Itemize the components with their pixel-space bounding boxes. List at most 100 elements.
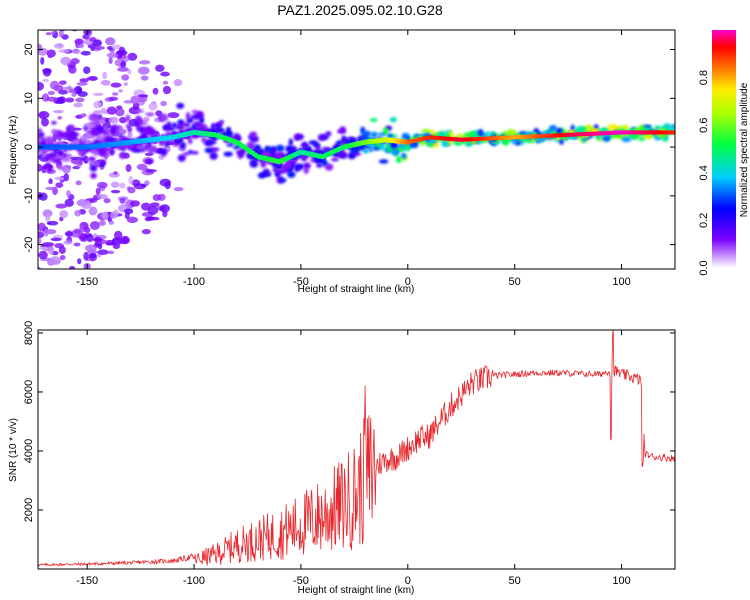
snr-panel: -150 -100 -50 0 50 100 2000 4000 6000 8000 Height… bbox=[8, 321, 676, 596]
spectrum-blob bbox=[60, 132, 70, 138]
spectrogram-marks bbox=[38, 6, 675, 269]
colorbar-tick-label: 0.8 bbox=[698, 70, 710, 85]
spectrum-noise-blob bbox=[50, 31, 56, 35]
spectrum-noise-blob bbox=[107, 250, 115, 255]
spectrum-noise-blob bbox=[162, 80, 169, 85]
spectrum-noise-blob bbox=[173, 187, 184, 192]
spectrum-noise-blob bbox=[41, 166, 47, 174]
spectrum-blob bbox=[136, 148, 147, 153]
spectrum-noise-blob bbox=[127, 52, 138, 61]
spectrum-blob bbox=[453, 142, 463, 146]
spectrum-noise-blob bbox=[46, 221, 52, 225]
x-tick-label: 50 bbox=[509, 575, 521, 587]
spectrum-blob bbox=[38, 128, 42, 134]
spectrum-noise-blob bbox=[43, 228, 49, 237]
spectrum-blob bbox=[621, 136, 632, 143]
spectrum-noise-blob bbox=[59, 26, 66, 30]
x-tick-label: -150 bbox=[76, 276, 98, 288]
spectrum-noise-blob bbox=[88, 252, 97, 259]
spectrum-noise-blob bbox=[89, 197, 98, 203]
spectrum-blob bbox=[188, 138, 193, 145]
spectrum-noise-blob bbox=[149, 202, 160, 208]
spectrum-noise-blob bbox=[42, 68, 52, 77]
spectrum-noise-blob bbox=[42, 209, 53, 218]
spectrum-noise-blob bbox=[73, 102, 84, 108]
spectrum-blob bbox=[46, 156, 56, 161]
spectrum-noise-blob bbox=[124, 208, 134, 215]
spectrum-noise-blob bbox=[45, 22, 54, 28]
spectrum-blob bbox=[321, 147, 332, 152]
spectrum-noise-blob bbox=[110, 189, 121, 194]
spectrum-noise-blob bbox=[75, 97, 85, 103]
spectrum-blob bbox=[166, 121, 172, 130]
spectrum-blob bbox=[57, 166, 65, 170]
spectrum-noise-blob bbox=[110, 82, 122, 88]
x-tick-label: -50 bbox=[293, 575, 309, 587]
spectrum-ridge-segment bbox=[671, 130, 675, 135]
spectrum-noise-blob bbox=[144, 180, 150, 186]
spectrum-noise-blob bbox=[109, 211, 118, 219]
spectrum-noise-blob bbox=[38, 237, 42, 245]
spectrum-noise-blob bbox=[125, 164, 132, 173]
spectrum-noise-blob bbox=[130, 200, 140, 207]
colorbar-tick-label: 0.4 bbox=[698, 165, 710, 180]
spectrum-noise-blob bbox=[113, 230, 123, 240]
spectrum-noise-blob bbox=[47, 245, 55, 255]
spectrum-blob bbox=[336, 129, 347, 134]
spectrum-noise-blob bbox=[90, 47, 95, 51]
spectrum-blob bbox=[341, 135, 347, 144]
spectrum-blob bbox=[257, 172, 266, 179]
spectrum-noise-blob bbox=[152, 194, 162, 201]
snr-frame bbox=[37, 329, 676, 570]
spectrum-noise-blob bbox=[48, 178, 53, 185]
spectrum-noise-blob bbox=[120, 61, 127, 69]
spectrum-noise-blob bbox=[85, 244, 97, 252]
spectrum-noise-blob bbox=[80, 113, 87, 118]
spectrum-blob bbox=[52, 159, 61, 163]
spectrum-blob bbox=[607, 124, 618, 131]
spectrum-noise-blob bbox=[54, 176, 66, 181]
spectrum-blob bbox=[401, 133, 408, 140]
spectrum-noise-blob bbox=[119, 197, 126, 204]
spectrum-noise-blob bbox=[152, 87, 159, 95]
colorbar-gradient bbox=[712, 30, 736, 268]
spectrum-noise-blob bbox=[50, 237, 62, 242]
spectrum-blob bbox=[210, 123, 216, 132]
spectrogram-ylabel: Frequency (Hz) bbox=[8, 116, 19, 185]
spectrum-blob bbox=[315, 163, 323, 168]
spectrum-noise-blob bbox=[110, 181, 120, 188]
spectrum-blob bbox=[179, 141, 187, 150]
spectrum-blob bbox=[288, 138, 293, 147]
spectrum-noise-blob bbox=[79, 224, 85, 234]
spectrum-blob bbox=[82, 126, 89, 130]
spectrum-noise-blob bbox=[80, 234, 85, 242]
spectrum-noise-blob bbox=[45, 213, 51, 222]
spectrum-blob bbox=[506, 129, 516, 135]
colorbar-ticks: 0.0 0.2 0.4 0.6 0.8 bbox=[698, 70, 710, 276]
spectrum-noise-blob bbox=[128, 175, 134, 185]
spectrum-blob bbox=[88, 156, 96, 161]
spectrum-blob bbox=[295, 133, 305, 141]
spectrum-noise-blob bbox=[93, 100, 102, 109]
spectrum-blob bbox=[108, 149, 116, 154]
spectrum-blob bbox=[530, 138, 536, 143]
spectrum-blob bbox=[305, 147, 311, 152]
spectrum-blob bbox=[210, 147, 220, 152]
spectrum-blob bbox=[276, 169, 286, 174]
spectrum-noise-blob bbox=[112, 92, 119, 96]
spectrum-blob bbox=[197, 111, 203, 116]
spectrum-blob bbox=[428, 130, 436, 135]
spectrum-blob bbox=[178, 121, 185, 127]
spectrum-blob bbox=[362, 148, 369, 154]
spectrum-noise-blob bbox=[38, 81, 45, 91]
spectrum-noise-blob bbox=[86, 234, 94, 242]
spectrum-noise-blob bbox=[92, 237, 103, 242]
spectrum-noise-blob bbox=[45, 32, 52, 36]
spectrum-blob bbox=[400, 152, 407, 159]
spectrum-blob bbox=[51, 131, 61, 135]
spectrum-blob bbox=[61, 157, 71, 162]
x-tick-label: 100 bbox=[612, 575, 630, 587]
spectrum-noise-blob bbox=[55, 182, 64, 188]
spectrum-noise-blob bbox=[48, 6, 53, 14]
spectrum-noise-blob bbox=[64, 19, 70, 26]
